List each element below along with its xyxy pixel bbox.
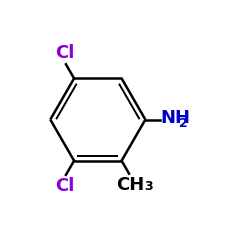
Text: 2: 2 [178, 118, 187, 130]
Text: 3: 3 [144, 180, 153, 194]
Text: NH: NH [161, 109, 191, 127]
Text: CH: CH [116, 176, 144, 194]
Text: Cl: Cl [55, 44, 74, 62]
Text: Cl: Cl [55, 177, 74, 195]
